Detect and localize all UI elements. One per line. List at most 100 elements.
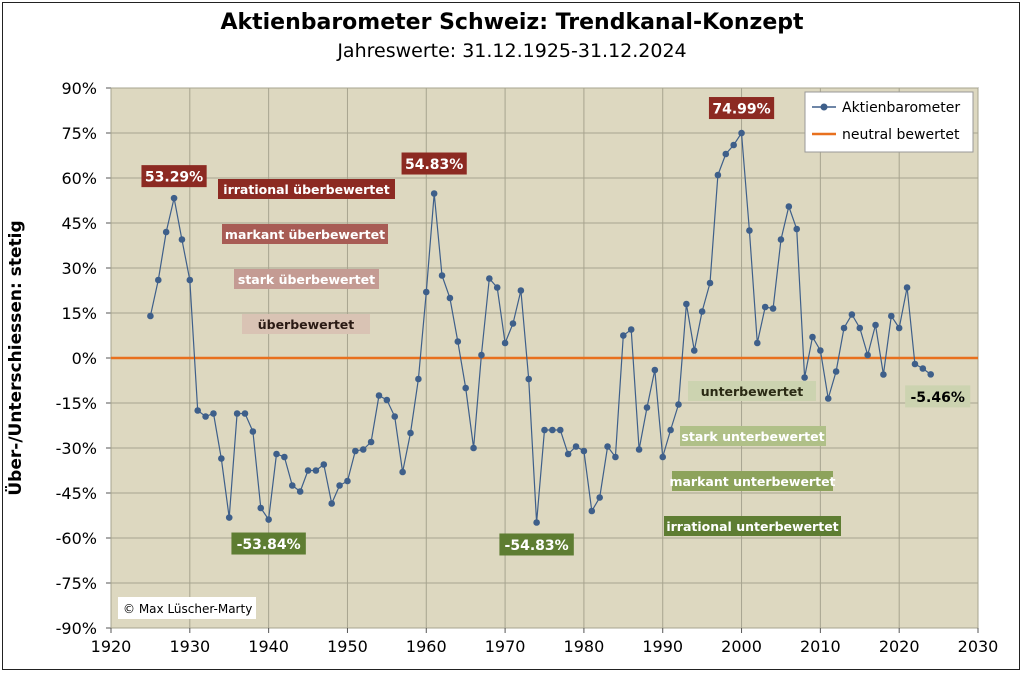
data-point bbox=[927, 371, 935, 378]
data-point bbox=[824, 395, 832, 402]
value-label-box bbox=[905, 385, 971, 408]
legend: Aktienbarometer neutral bewertet bbox=[804, 91, 974, 153]
data-point bbox=[233, 410, 241, 417]
data-point bbox=[478, 351, 485, 359]
data-point bbox=[856, 324, 864, 332]
value-label-text: 54.83% bbox=[405, 157, 463, 173]
data-point bbox=[675, 401, 682, 408]
data-point bbox=[281, 453, 288, 461]
x-tick-label: 1960 bbox=[406, 637, 447, 656]
y-tick-label: -15% bbox=[56, 394, 97, 413]
data-point bbox=[257, 504, 265, 512]
chart-subtitle: Jahreswerte: 31.12.1925-31.12.2024 bbox=[337, 40, 687, 62]
data-point bbox=[241, 410, 249, 417]
zone-label: stark unterbewertet bbox=[680, 426, 826, 446]
zone-label: überbewertet bbox=[242, 314, 370, 334]
y-tick-label: 0% bbox=[72, 349, 97, 368]
y-tick-label: 75% bbox=[61, 124, 97, 143]
data-point bbox=[659, 453, 667, 461]
copyright-text: © Max Lüscher-Marty bbox=[123, 602, 252, 616]
x-tick-label: 2030 bbox=[958, 637, 999, 656]
data-point bbox=[706, 279, 714, 287]
y-tick-label: 90% bbox=[61, 79, 97, 98]
legend-series-marker bbox=[820, 103, 828, 111]
legend-label: neutral bewertet bbox=[842, 127, 960, 143]
data-point bbox=[769, 305, 777, 312]
data-point bbox=[509, 320, 517, 327]
data-point bbox=[359, 446, 367, 453]
data-point bbox=[754, 339, 761, 347]
data-point bbox=[249, 428, 257, 435]
data-point bbox=[903, 284, 911, 291]
data-point bbox=[556, 426, 564, 434]
data-point bbox=[683, 300, 690, 308]
data-point bbox=[422, 288, 430, 296]
data-point bbox=[746, 227, 753, 234]
data-point bbox=[407, 429, 414, 437]
data-point bbox=[194, 407, 201, 414]
data-point bbox=[470, 444, 477, 452]
data-point bbox=[612, 453, 619, 461]
data-point bbox=[525, 375, 533, 383]
data-point bbox=[643, 404, 651, 411]
data-point bbox=[541, 426, 548, 434]
legend-label: Aktienbarometer bbox=[842, 100, 960, 116]
data-point bbox=[722, 150, 730, 158]
zone-label-text: überbewertet bbox=[258, 317, 355, 332]
zone-label-text: stark überbewertet bbox=[238, 272, 375, 287]
value-label-text: -5.46% bbox=[911, 390, 965, 406]
data-point bbox=[320, 461, 328, 468]
data-point bbox=[785, 203, 793, 210]
data-point bbox=[218, 455, 225, 462]
data-point bbox=[635, 446, 643, 453]
data-point bbox=[210, 410, 217, 417]
zone-label: unterbewertet bbox=[688, 381, 816, 401]
value-label-text: 74.99% bbox=[712, 102, 770, 118]
data-point bbox=[564, 450, 572, 458]
data-point bbox=[202, 413, 209, 420]
y-tick-label: -75% bbox=[56, 574, 97, 593]
data-point bbox=[738, 129, 745, 137]
data-point bbox=[911, 360, 919, 368]
data-point bbox=[462, 384, 469, 392]
zone-label-text: irrational überbewertet bbox=[223, 182, 389, 197]
legend-box bbox=[804, 91, 974, 153]
zone-label-text: stark unterbewertet bbox=[681, 429, 824, 444]
data-point bbox=[399, 468, 406, 476]
zone-label-box bbox=[688, 381, 816, 401]
data-point bbox=[604, 443, 611, 450]
value-label: 53.29% bbox=[141, 165, 207, 188]
series-line bbox=[149, 131, 932, 523]
x-tick-label: 1970 bbox=[485, 637, 526, 656]
data-point bbox=[375, 392, 383, 399]
value-label: -5.46% bbox=[905, 385, 971, 408]
data-point bbox=[454, 338, 462, 345]
copyright-box bbox=[118, 597, 256, 619]
value-label-text: -53.84% bbox=[237, 537, 301, 553]
data-point bbox=[777, 236, 785, 243]
y-tick-label: 15% bbox=[61, 304, 97, 323]
data-point bbox=[848, 311, 856, 318]
y-tick-label: -45% bbox=[56, 484, 97, 503]
data-point bbox=[336, 482, 343, 489]
data-point bbox=[288, 482, 296, 489]
data-point bbox=[864, 351, 871, 359]
data-point bbox=[793, 225, 801, 233]
data-point bbox=[501, 339, 509, 347]
value-label-box bbox=[231, 532, 306, 555]
zone-label-box bbox=[218, 179, 395, 199]
value-label: -54.83% bbox=[499, 533, 574, 556]
data-point bbox=[549, 426, 556, 434]
data-point bbox=[147, 312, 154, 320]
zone-label: irrational unterbewertet bbox=[664, 516, 841, 536]
data-point bbox=[328, 500, 335, 507]
x-tick-label: 1950 bbox=[327, 637, 368, 656]
zone-label-box bbox=[664, 516, 841, 536]
y-tick-label: 60% bbox=[61, 169, 97, 188]
x-tick-label: 1930 bbox=[169, 637, 210, 656]
data-point bbox=[296, 488, 304, 495]
value-label: 74.99% bbox=[708, 97, 775, 120]
x-tick-label: 1980 bbox=[564, 637, 605, 656]
data-point bbox=[391, 413, 399, 420]
